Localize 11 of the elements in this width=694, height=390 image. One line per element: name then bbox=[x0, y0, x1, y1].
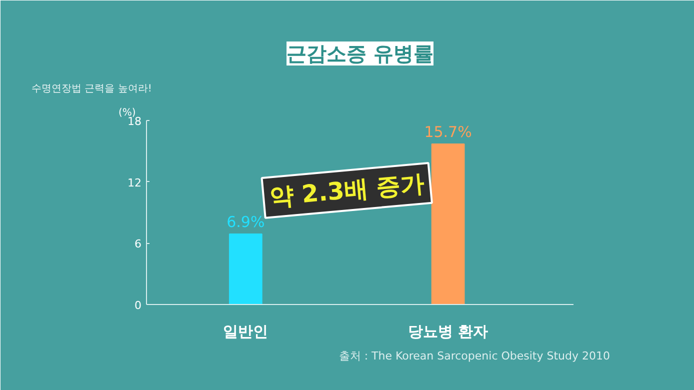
x-tick-label: 당뇨병 환자 bbox=[408, 322, 488, 340]
source-note: 출처 : The Korean Sarcopenic Obesity Study 2010 bbox=[338, 350, 610, 362]
data-label: 15.7% bbox=[424, 123, 472, 142]
chart-title: 근감소증 유병률 bbox=[286, 42, 434, 66]
data-label: 6.9% bbox=[226, 212, 265, 231]
x-tick-label: 일반인 bbox=[223, 322, 268, 340]
y-tick-label: 6 bbox=[134, 238, 142, 251]
y-tick-label: 0 bbox=[134, 299, 142, 312]
annotation: 약 2.3배 증가 bbox=[268, 170, 426, 212]
text: 수명연장법 근력을 높여라! bbox=[32, 84, 152, 94]
y-tick-label: 12 bbox=[128, 176, 142, 190]
